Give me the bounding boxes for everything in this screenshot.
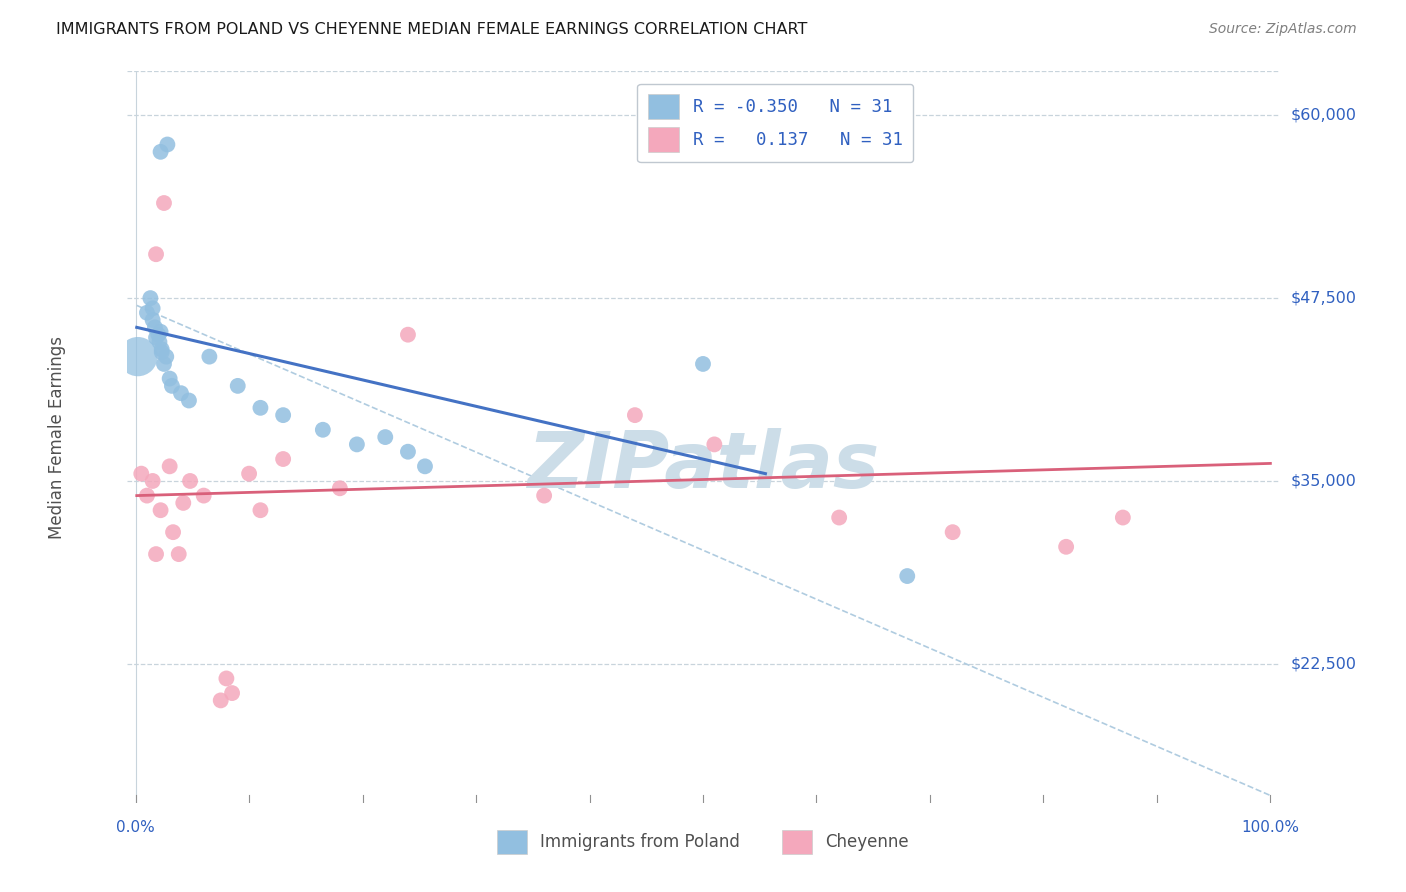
Point: [692, 357, 714, 371]
Point: [150, 343, 173, 357]
Point: [177, 393, 200, 408]
Point: [150, 345, 173, 359]
Point: [127, 350, 149, 364]
Point: [238, 467, 260, 481]
Point: [139, 291, 162, 305]
Point: [249, 503, 271, 517]
Point: [374, 430, 396, 444]
Point: [142, 313, 165, 327]
Text: $47,500: $47,500: [1291, 291, 1357, 306]
Point: [129, 467, 152, 481]
Point: [159, 459, 181, 474]
Text: $22,500: $22,500: [1291, 657, 1357, 672]
Point: [413, 459, 436, 474]
Point: [346, 437, 368, 451]
Point: [136, 306, 159, 320]
Point: [624, 408, 647, 422]
Text: 0.0%: 0.0%: [117, 821, 155, 835]
Point: [145, 330, 167, 344]
Point: [149, 145, 172, 159]
Point: [145, 547, 167, 561]
Point: [160, 379, 183, 393]
Point: [172, 496, 194, 510]
Point: [149, 325, 172, 339]
Legend: Immigrants from Poland, Cheyenne: Immigrants from Poland, Cheyenne: [491, 823, 915, 860]
Point: [329, 481, 352, 495]
Point: [136, 489, 159, 503]
Text: IMMIGRANTS FROM POLAND VS CHEYENNE MEDIAN FEMALE EARNINGS CORRELATION CHART: IMMIGRANTS FROM POLAND VS CHEYENNE MEDIA…: [56, 22, 807, 37]
Point: [162, 525, 184, 540]
Point: [249, 401, 271, 415]
Point: [148, 327, 170, 342]
Point: [396, 327, 419, 342]
Point: [533, 489, 555, 503]
Point: [153, 357, 176, 371]
Point: [155, 350, 177, 364]
Point: [149, 503, 172, 517]
Point: [396, 444, 419, 458]
Point: [942, 525, 965, 540]
Point: [145, 247, 167, 261]
Point: [1054, 540, 1077, 554]
Point: [156, 137, 179, 152]
Point: [828, 510, 851, 524]
Point: [1112, 510, 1135, 524]
Text: Median Female Earnings: Median Female Earnings: [48, 335, 66, 539]
Point: [312, 423, 335, 437]
Point: [143, 320, 166, 334]
Point: [142, 301, 165, 316]
Point: [896, 569, 918, 583]
Point: [209, 693, 232, 707]
Point: [226, 379, 249, 393]
Point: [170, 386, 193, 401]
Point: [142, 474, 165, 488]
Point: [153, 196, 176, 211]
Point: [703, 437, 725, 451]
Text: Source: ZipAtlas.com: Source: ZipAtlas.com: [1209, 22, 1357, 37]
Text: 100.0%: 100.0%: [1241, 821, 1299, 835]
Text: ZIPatlas: ZIPatlas: [527, 428, 879, 504]
Point: [271, 408, 294, 422]
Point: [215, 672, 238, 686]
Point: [159, 371, 181, 385]
Point: [271, 452, 294, 467]
Text: $60,000: $60,000: [1291, 108, 1357, 123]
Point: [167, 547, 190, 561]
Text: $35,000: $35,000: [1291, 474, 1357, 489]
Point: [179, 474, 201, 488]
Point: [148, 334, 170, 349]
Point: [193, 489, 215, 503]
Point: [221, 686, 243, 700]
Point: [198, 350, 221, 364]
